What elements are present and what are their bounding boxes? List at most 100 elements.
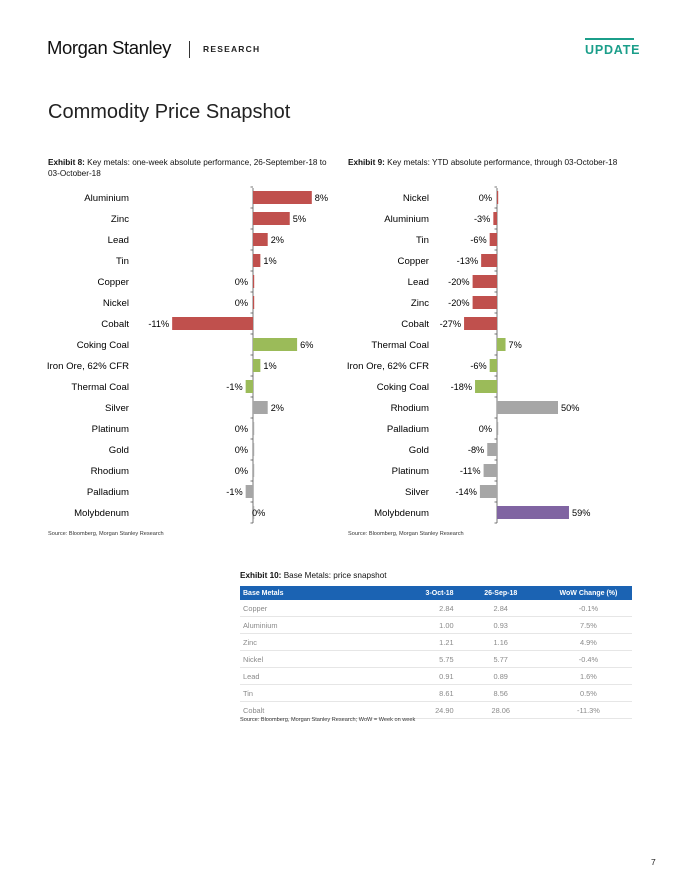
update-badge: UPDATE bbox=[585, 43, 641, 57]
bar bbox=[253, 254, 261, 267]
data-label: 1% bbox=[263, 256, 276, 266]
header-divider bbox=[189, 41, 190, 58]
category-label: Cobalt bbox=[401, 319, 429, 330]
table-header-row: Base Metals 3-Oct-18 26-Sep-18 WoW Chang… bbox=[240, 586, 632, 600]
bar bbox=[172, 317, 253, 330]
bar bbox=[497, 338, 506, 351]
table-cell: 0.93 bbox=[456, 616, 545, 634]
table-cell: 0.89 bbox=[456, 667, 545, 685]
table-cell: 1.21 bbox=[377, 633, 457, 651]
bar bbox=[245, 380, 253, 393]
bar bbox=[479, 485, 497, 498]
category-label: Coking Coal bbox=[77, 340, 129, 351]
category-label: Tin bbox=[116, 256, 129, 267]
bar bbox=[497, 422, 499, 435]
data-label: -1% bbox=[226, 487, 242, 497]
table-cell: 0.91 bbox=[377, 667, 457, 685]
column-header: Base Metals bbox=[240, 586, 378, 600]
data-label: -11% bbox=[148, 319, 169, 329]
bar bbox=[253, 212, 290, 225]
table-cell: 5.77 bbox=[456, 650, 545, 668]
bar bbox=[464, 317, 497, 330]
table-row: Zinc 1.21 1.16 4.9% bbox=[240, 633, 632, 651]
data-label: 0% bbox=[235, 298, 248, 308]
page-title: Commodity Price Snapshot bbox=[48, 101, 291, 123]
bar bbox=[475, 380, 497, 393]
data-label: -13% bbox=[457, 256, 478, 266]
data-label: -1% bbox=[226, 382, 242, 392]
table-cell: 1.00 bbox=[377, 616, 457, 634]
table-cell: 2.84 bbox=[377, 600, 457, 617]
exhibit-9-source: Source: Bloomberg, Morgan Stanley Resear… bbox=[348, 531, 464, 537]
exhibit-8-source: Source: Bloomberg, Morgan Stanley Resear… bbox=[48, 531, 164, 537]
category-label: Copper bbox=[98, 277, 130, 288]
category-label: Aluminium bbox=[384, 214, 429, 225]
category-label: Gold bbox=[109, 445, 129, 456]
data-label: 50% bbox=[561, 403, 579, 413]
data-label: 0% bbox=[235, 445, 248, 455]
data-label: -8% bbox=[468, 445, 484, 455]
category-label: Iron Ore, 62% CFR bbox=[347, 361, 429, 372]
bar bbox=[493, 212, 497, 225]
table-cell: Tin bbox=[240, 684, 378, 702]
data-label: 6% bbox=[300, 340, 313, 350]
category-label: Silver bbox=[405, 487, 430, 498]
table-cell: 28.06 bbox=[456, 701, 545, 719]
data-label: 5% bbox=[293, 214, 306, 224]
category-label: Thermal Coal bbox=[371, 340, 429, 351]
table-cell: 2.84 bbox=[456, 600, 545, 617]
table-cell: 5.75 bbox=[377, 650, 457, 668]
bar bbox=[245, 485, 253, 498]
exhibit-8-label: Exhibit 8: bbox=[48, 158, 85, 167]
category-label: Rhodium bbox=[391, 403, 429, 414]
bar bbox=[489, 359, 497, 372]
exhibit-10-source: Source: Bloomberg, Morgan Stanley Resear… bbox=[240, 717, 416, 723]
exhibit-8-bar-chart: Aluminium 8% Zinc 5% Lead 2% Tin 1% Copper 0% Nick… bbox=[47, 186, 328, 524]
bar bbox=[253, 464, 255, 477]
table-cell: -11.3% bbox=[544, 701, 632, 719]
category-label: Molybdenum bbox=[74, 508, 129, 519]
table-cell: Cobalt bbox=[240, 701, 378, 719]
category-label: Tin bbox=[416, 235, 429, 246]
bar bbox=[497, 506, 569, 519]
bar bbox=[489, 233, 497, 246]
category-label: Lead bbox=[108, 235, 129, 246]
category-label: Zinc bbox=[411, 298, 429, 309]
base-metals-table: Base Metals 3-Oct-18 26-Sep-18 WoW Chang… bbox=[240, 586, 632, 719]
category-label: Nickel bbox=[103, 298, 129, 309]
exhibit-10-caption: Exhibit 10: Base Metals: price snapshot bbox=[240, 570, 640, 581]
exhibit-8-caption: Exhibit 8: Key metals: one-week absolute… bbox=[48, 157, 333, 179]
data-label: 2% bbox=[271, 235, 284, 245]
table-cell: Copper bbox=[240, 600, 378, 617]
category-label: Coking Coal bbox=[377, 382, 429, 393]
table-cell: 1.6% bbox=[544, 667, 632, 685]
table-row: Cobalt 24.90 28.06 -11.3% bbox=[240, 701, 632, 719]
bar bbox=[481, 254, 497, 267]
exhibit-9-caption: Exhibit 9: Key metals: YTD absolute perf… bbox=[348, 157, 633, 168]
bar bbox=[253, 275, 255, 288]
table-cell: 7.5% bbox=[544, 616, 632, 634]
bar bbox=[472, 296, 497, 309]
data-label: 0% bbox=[235, 466, 248, 476]
table-cell: -0.1% bbox=[544, 600, 632, 617]
section-label: RESEARCH bbox=[203, 44, 261, 54]
bar bbox=[253, 443, 255, 456]
bar bbox=[253, 233, 268, 246]
category-label: Palladium bbox=[387, 424, 429, 435]
table-cell: Lead bbox=[240, 667, 378, 685]
data-label: 7% bbox=[509, 340, 522, 350]
table-row: Aluminium 1.00 0.93 7.5% bbox=[240, 616, 632, 634]
exhibit-8-title: Key metals: one-week absolute performanc… bbox=[48, 158, 327, 178]
badge-rule bbox=[585, 38, 634, 40]
category-label: Platinum bbox=[392, 466, 429, 477]
table-row: Lead 0.91 0.89 1.6% bbox=[240, 667, 632, 685]
data-label: -20% bbox=[448, 298, 469, 308]
data-label: -14% bbox=[455, 487, 476, 497]
category-label: Palladium bbox=[87, 487, 129, 498]
category-label: Silver bbox=[105, 403, 130, 414]
bar bbox=[497, 401, 558, 414]
table-cell: 4.9% bbox=[544, 633, 632, 651]
table-cell: Zinc bbox=[240, 633, 378, 651]
category-label: Nickel bbox=[403, 193, 429, 204]
brand-logo: Morgan Stanley bbox=[47, 37, 171, 58]
